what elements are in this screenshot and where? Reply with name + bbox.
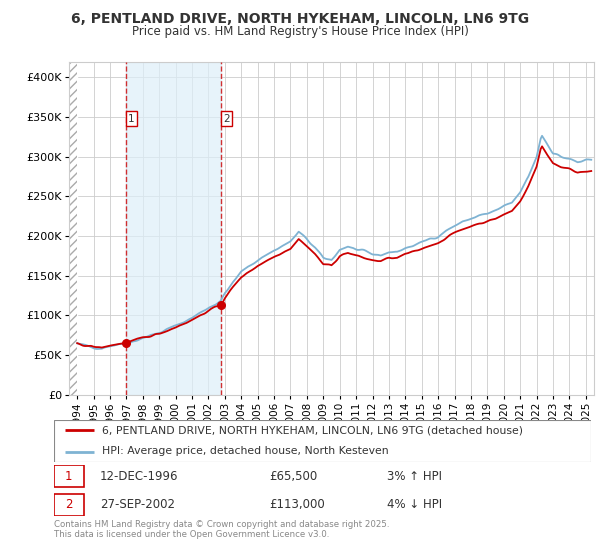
- Bar: [54, 465, 83, 487]
- Bar: [126, 62, 221, 395]
- Text: 2: 2: [65, 498, 73, 511]
- Text: 27-SEP-2002: 27-SEP-2002: [100, 498, 175, 511]
- Text: £113,000: £113,000: [269, 498, 325, 511]
- Text: 2: 2: [223, 114, 230, 124]
- Text: 4% ↓ HPI: 4% ↓ HPI: [387, 498, 442, 511]
- Text: 1: 1: [128, 114, 135, 124]
- Text: 6, PENTLAND DRIVE, NORTH HYKEHAM, LINCOLN, LN6 9TG: 6, PENTLAND DRIVE, NORTH HYKEHAM, LINCOL…: [71, 12, 529, 26]
- Bar: [54, 494, 83, 516]
- Text: 1: 1: [65, 470, 73, 483]
- Text: £65,500: £65,500: [269, 470, 317, 483]
- Bar: [69, 62, 77, 395]
- Text: 6, PENTLAND DRIVE, NORTH HYKEHAM, LINCOLN, LN6 9TG (detached house): 6, PENTLAND DRIVE, NORTH HYKEHAM, LINCOL…: [103, 425, 523, 435]
- Bar: [69, 62, 77, 395]
- Text: Contains HM Land Registry data © Crown copyright and database right 2025.
This d: Contains HM Land Registry data © Crown c…: [54, 520, 389, 539]
- Text: HPI: Average price, detached house, North Kesteven: HPI: Average price, detached house, Nort…: [103, 446, 389, 456]
- Text: Price paid vs. HM Land Registry's House Price Index (HPI): Price paid vs. HM Land Registry's House …: [131, 25, 469, 38]
- Text: 3% ↑ HPI: 3% ↑ HPI: [387, 470, 442, 483]
- Text: 12-DEC-1996: 12-DEC-1996: [100, 470, 178, 483]
